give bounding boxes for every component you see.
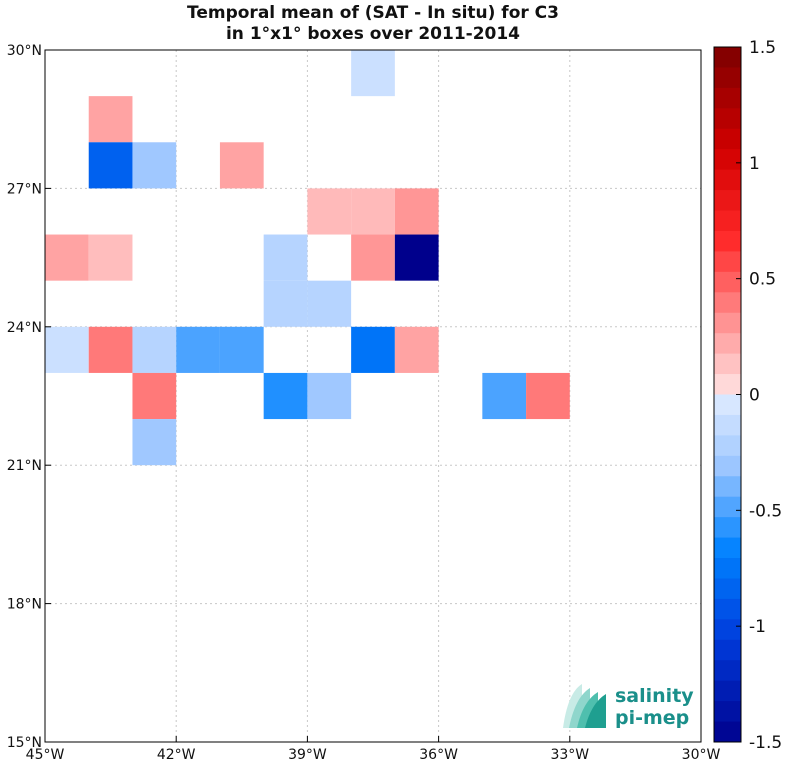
colorbar-swatch [714,353,741,375]
colorbar-swatch [714,598,741,620]
colorbar-tick-label: -0.5 [749,501,782,521]
colorbar-swatch [714,721,741,743]
map-cell [307,280,352,327]
colorbar-swatch [714,251,741,273]
colorbar-swatch [714,455,741,477]
colorbar-swatch [714,210,741,232]
map-cell [263,234,308,281]
x-tick-label: 45°W [26,747,65,763]
colorbar-swatch [714,701,741,723]
logo-text-pi-mep: pi-mep [615,707,689,729]
map-cell [394,234,439,281]
x-tick-label: 42°W [157,747,196,763]
colorbar-swatch [714,169,741,191]
colorbar-swatch [714,496,741,518]
colorbar-swatch [714,312,741,334]
colorbar-swatch [714,230,741,252]
y-axis-ticks: 15°N 18°N 21°N 24°N 27°N 30°N [7,43,51,751]
x-tick-label: 36°W [419,747,458,763]
chart-title-line1: Temporal mean of (SAT - In situ) for C3 [187,3,559,23]
map-cell [88,142,133,189]
colorbar-tick-label: -1.5 [749,733,782,753]
logo-wave-icon [563,684,606,728]
colorbar-swatch [714,128,741,150]
map-cell [351,326,395,373]
colorbar-swatch [714,680,741,702]
colorbar-swatch [714,537,741,559]
colorbar-swatch [714,517,741,539]
map-cell [132,142,177,189]
colorbar-swatch [714,476,741,498]
map-cell [219,326,264,373]
x-tick-label: 30°W [682,747,721,763]
colorbar-swatch [714,47,741,68]
chart-title-line2: in 1°x1° boxes over 2011-2014 [226,24,520,44]
map-cell [88,326,133,373]
map-cell [132,326,177,373]
map-cell [219,142,264,189]
colorbar-swatch [714,190,741,212]
y-tick-label: 21°N [7,458,42,474]
map-cell [482,372,527,420]
map-cell [263,372,308,420]
map-cell [351,234,395,281]
colorbar-tick-label: 1.5 [749,38,776,58]
map-cell [132,372,177,420]
map-cell [263,280,308,327]
colorbar-ticks: 1.5 1 0.5 0 -0.5 -1 -1.5 [736,38,782,753]
y-tick-label: 30°N [7,43,42,59]
map-cell [394,326,439,373]
map-cell [351,50,395,97]
logo-text-salinity: salinity [615,685,694,707]
colorbar-swatch [714,271,741,293]
x-axis-ticks: 45°W 42°W 39°W 36°W 33°W 30°W [26,736,721,763]
map-cell [307,372,352,420]
salinity-pi-mep-logo: salinity pi-mep [563,684,694,729]
colorbar-swatch [714,414,741,436]
colorbar-swatch [714,639,741,661]
map-cell [351,188,395,235]
map-cell [88,96,133,143]
colorbar-swatch [714,435,741,457]
colorbar-tick-label: 0.5 [749,270,776,290]
colorbar-swatch [714,292,741,314]
x-tick-label: 33°W [550,747,589,763]
map-cell [307,188,352,235]
y-tick-label: 27°N [7,181,42,197]
colorbar-swatch [714,374,741,395]
colorbar-swatch [714,87,741,109]
colorbar-tick-label: -1 [749,617,766,637]
y-tick-label: 24°N [7,320,42,336]
map-cell [132,419,177,466]
colorbar-tick-label: 1 [749,154,760,174]
colorbar-swatch [714,394,741,416]
x-tick-label: 39°W [288,747,327,763]
map-cell [88,234,133,281]
colorbar-swatch [714,67,741,89]
colorbar-swatch [714,558,741,579]
colorbar-swatch [714,660,741,682]
map-cell [394,188,439,235]
colorbar-swatch [714,619,741,641]
map-cell [526,372,570,420]
y-tick-label: 18°N [7,597,42,613]
map-cell [45,326,89,373]
map-cell [176,326,220,373]
map-cells [45,50,570,466]
colorbar [713,46,742,743]
y-tick-label: 15°N [7,735,42,751]
colorbar-swatch [714,149,741,171]
map-cell [45,234,89,281]
colorbar-tick-label: 0 [749,386,760,406]
map-frame [44,49,702,743]
colorbar-swatch [714,578,741,600]
colorbar-swatch [714,333,741,355]
colorbar-swatch [714,108,741,130]
